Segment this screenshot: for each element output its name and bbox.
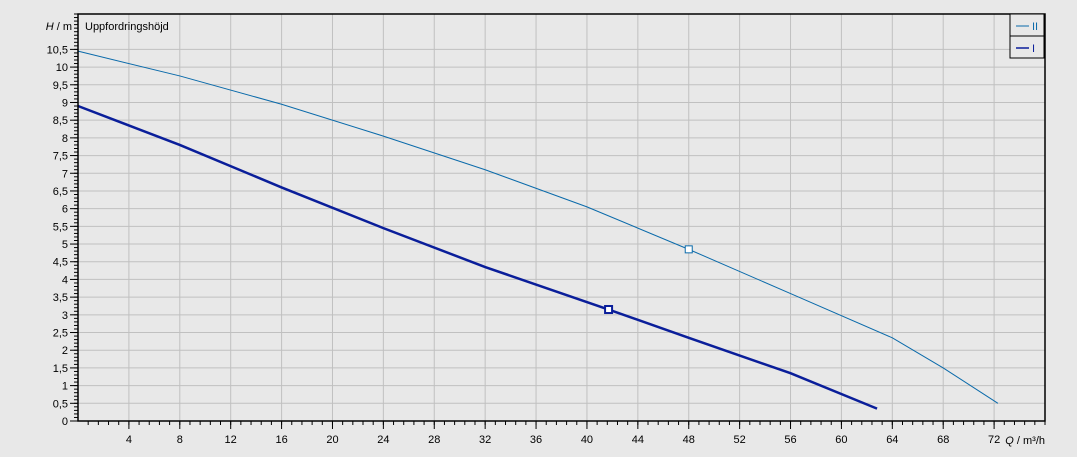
x-tick-label: 60 [835,434,847,446]
x-tick-label: 72 [988,434,1000,446]
y-tick-label: 7,5 [53,151,68,163]
x-tick-label: 48 [683,434,695,446]
series-line-I [77,104,878,410]
chart-title: Uppfordringshöjd [85,21,169,33]
x-tick-label: 40 [581,434,593,446]
operating-point-marker [684,245,693,254]
y-tick-label: 0,5 [53,398,68,410]
y-tick-label: 6,5 [53,186,68,198]
plot-frame [77,13,1046,422]
operating-point-marker [604,305,614,315]
legend-label: II [1032,21,1038,33]
x-tick-label: 52 [734,434,746,446]
x-tick-label: 8 [177,434,183,446]
x-axis-label: Q / m³/h [1005,435,1045,447]
y-tick-label: 10 [56,62,68,74]
y-tick-label: 3 [62,310,68,322]
x-tick-label: 12 [225,434,237,446]
y-tick-label: 10,5 [47,44,68,56]
x-tick-label: 64 [886,434,898,446]
x-tick-label: 44 [632,434,644,446]
y-tick-label: 5 [62,239,68,251]
x-tick-label: 56 [784,434,796,446]
y-tick-label: 4,5 [53,257,68,269]
y-tick-label: 8,5 [53,115,68,127]
y-axis-label: H / m [46,21,72,33]
x-tick-label: 4 [126,434,132,446]
y-tick-label: 8 [62,133,68,145]
y-tick-label: 6 [62,204,68,216]
x-tick-label: 20 [326,434,338,446]
y-tick-label: 1 [62,381,68,393]
y-tick-label: 0 [62,416,68,428]
legend-box [1009,13,1045,37]
x-tick-label: 24 [377,434,389,446]
x-tick-label: 36 [530,434,542,446]
y-tick-label: 4 [62,274,68,286]
y-tick-label: 7 [62,168,68,180]
y-tick-label: 1,5 [53,363,68,375]
series-line-II [77,50,999,404]
legend-box [1009,35,1045,59]
y-tick-label: 9 [62,97,68,109]
x-tick-label: 28 [428,434,440,446]
y-tick-label: 3,5 [53,292,68,304]
legend-label: I [1032,43,1035,55]
y-tick-label: 5,5 [53,221,68,233]
y-tick-label: 2,5 [53,328,68,340]
x-tick-label: 68 [937,434,949,446]
x-tick-label: 32 [479,434,491,446]
legend: III [1009,13,1045,59]
x-tick-label: 16 [275,434,287,446]
y-tick-label: 2 [62,345,68,357]
y-tick-label: 9,5 [53,80,68,92]
